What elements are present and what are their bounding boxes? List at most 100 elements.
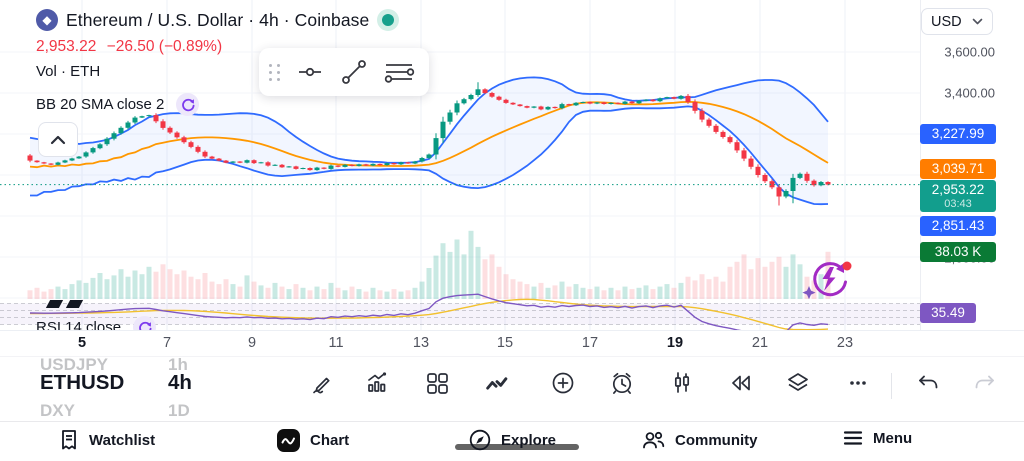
replay-button[interactable] [727, 369, 755, 397]
zigzag-icon [486, 377, 508, 390]
home-indicator[interactable] [455, 444, 579, 450]
ethereum-logo-icon: ◆ [36, 9, 58, 31]
bb-upper-badge: 3,227.99 [920, 124, 996, 144]
market-open-icon [377, 9, 400, 31]
time-axis-label: 5 [77, 335, 87, 351]
redo-arrow-icon [975, 375, 994, 389]
price-chart[interactable] [0, 0, 920, 330]
nav-label: Chart [310, 432, 350, 449]
nav-label: Watchlist [89, 431, 156, 449]
chevron-down-icon [972, 18, 983, 25]
currency-selector[interactable]: USD [921, 8, 993, 35]
rsi-badge: 35.49 [920, 303, 976, 323]
drag-handle[interactable] [269, 63, 281, 81]
horizontal-line-icon [299, 67, 321, 77]
picker-symbol: DXY [40, 401, 75, 420]
price-axis[interactable]: 3,600.003,400.002,600.003,227.993,039.71… [920, 0, 1024, 330]
bar-style-button[interactable] [668, 369, 696, 397]
compass-icon [469, 429, 491, 451]
price-change: −26.50 (−0.89%) [106, 38, 223, 55]
more-button[interactable] [844, 369, 872, 397]
layers-icon [788, 373, 808, 391]
nav-label: Explore [501, 431, 557, 449]
picker-row-prev[interactable]: USDJPY 1h [40, 355, 188, 375]
bottom-nav: Watchlist Chart Explore Community [0, 421, 1024, 461]
spark-boost-button[interactable] [800, 258, 858, 308]
trend-line-icon [342, 60, 366, 84]
time-axis-label: 9 [247, 335, 257, 351]
pencil-draw-icon [313, 377, 330, 394]
chart-icon [277, 429, 300, 452]
volume-badge: 38.03 K [920, 242, 996, 262]
nav-explore[interactable]: Explore [468, 428, 556, 452]
add-button[interactable] [549, 369, 577, 397]
community-icon [643, 431, 665, 449]
nav-menu[interactable]: Menu [842, 428, 912, 448]
last-price-row: 2,953.22 −26.50 (−0.89%) [36, 38, 228, 56]
time-axis-label: 23 [836, 335, 854, 351]
nav-community[interactable]: Community [640, 428, 758, 452]
objects-button[interactable] [784, 369, 812, 397]
picker-row-active[interactable]: ETHUSD 4h [40, 371, 192, 395]
picker-symbol: USDJPY [40, 355, 109, 374]
horizontal-line-tool[interactable] [295, 58, 325, 86]
flash-refresh-icon [802, 261, 852, 300]
redo-button[interactable] [971, 369, 999, 397]
volume-indicator-label[interactable]: Vol · ETH [36, 63, 101, 80]
bb-indicator-row: BB 20 SMA close 2 [36, 93, 200, 116]
time-axis-label: 13 [412, 335, 430, 351]
rewind-icon [732, 375, 750, 391]
time-axis-label: 17 [581, 335, 599, 351]
price-axis-label: 3,400.00 [944, 85, 995, 101]
chevron-up-icon [50, 135, 66, 144]
alert-button[interactable] [608, 369, 636, 397]
candles-icon [674, 372, 690, 393]
picker-symbol: ETHUSD [40, 371, 125, 394]
parallel-lines-icon [384, 64, 415, 83]
time-axis-label: 19 [666, 335, 684, 351]
nav-label: Menu [873, 429, 913, 447]
picker-interval: 1D [168, 401, 190, 420]
time-axis-label: 21 [751, 335, 769, 351]
nav-watchlist[interactable]: Watchlist [58, 428, 155, 452]
symbol-title: Ethereum / U.S. Dollar · 4h · Coinbase [66, 9, 370, 30]
forecast-chart-icon [368, 372, 387, 392]
layout-button[interactable] [423, 369, 451, 397]
last-price: 2,953.22 [36, 38, 97, 55]
bb-indicator-label[interactable]: BB 20 SMA close 2 [36, 96, 165, 113]
forecast-button[interactable] [363, 369, 391, 397]
time-axis-label: 15 [496, 335, 514, 351]
refresh-icon [182, 98, 195, 111]
bb-reload-button[interactable] [176, 93, 200, 116]
nav-label: Community [675, 431, 758, 449]
toolbar-divider [891, 373, 892, 399]
price-axis-label: 3,600.00 [944, 44, 995, 60]
time-axis-label: 7 [162, 335, 172, 351]
menu-icon [843, 431, 863, 445]
parallel-lines-tool[interactable] [383, 58, 415, 86]
picker-row-next[interactable]: DXY 1D [40, 401, 190, 421]
drawing-toolbar [259, 48, 429, 96]
time-axis[interactable]: 5 7 9 11 13 15 17 19 21 23 [0, 330, 1024, 357]
picker-interval: 1h [168, 355, 188, 374]
currency-value: USD [931, 13, 962, 30]
collapse-pane-button[interactable] [38, 122, 78, 157]
alarm-clock-icon [612, 372, 632, 394]
draw-button[interactable] [306, 369, 334, 397]
picker-interval: 4h [168, 371, 192, 394]
ellipsis-icon [850, 381, 866, 385]
undo-arrow-icon [919, 375, 938, 389]
nav-chart[interactable]: Chart [276, 428, 349, 453]
bb-lower-badge: 2,851.43 [920, 216, 996, 236]
time-axis-label: 11 [328, 335, 344, 351]
trend-line-tool[interactable] [339, 58, 369, 86]
undo-button[interactable] [914, 369, 942, 397]
bb-basis-badge: 3,039.71 [920, 159, 996, 179]
symbol-header[interactable]: ◆ Ethereum / U.S. Dollar · 4h · Coinbase [36, 8, 400, 32]
last-price-badge: 2,953.22 03:43 [920, 180, 996, 212]
bottom-panel: USDJPY 1h ETHUSD 4h DXY 1D [0, 355, 1024, 422]
watchlist-icon [62, 430, 76, 450]
grid-layout-icon [427, 373, 448, 394]
multi-symbol-button[interactable] [483, 369, 511, 397]
